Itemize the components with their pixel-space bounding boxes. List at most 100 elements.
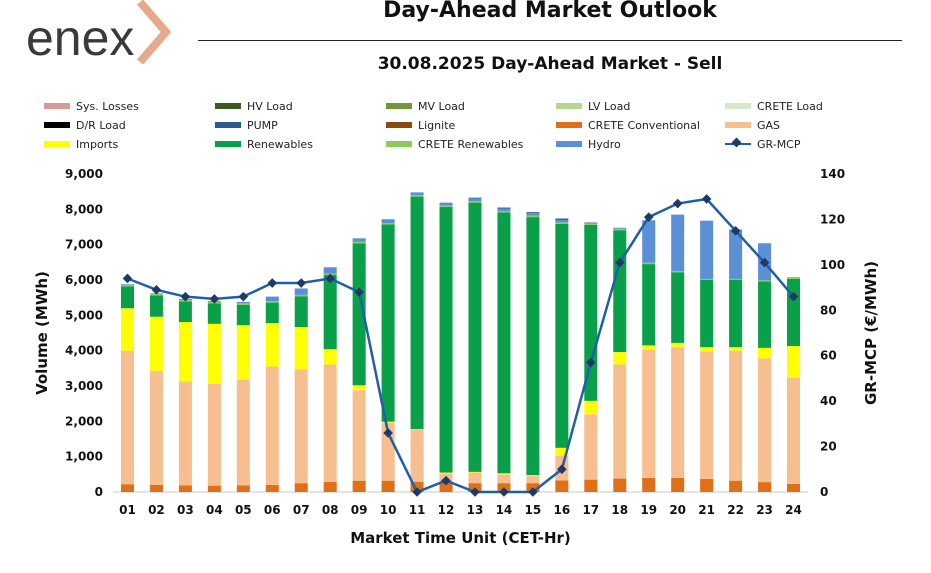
bar-crete-renewables-07	[294, 294, 308, 297]
bar-imports-13	[468, 471, 482, 473]
bar-hydro-12	[439, 202, 453, 206]
bar-gas-15	[526, 476, 540, 484]
x-tick-label: 17	[582, 503, 599, 517]
legend-item-renewables: Renewables	[215, 136, 313, 152]
bar-renewables-10	[381, 224, 395, 422]
legend-label: Hydro	[588, 137, 621, 151]
y-tick-label: 6,000	[65, 273, 103, 287]
legend-swatch	[725, 103, 751, 109]
bar-crete-renewables-12	[439, 205, 453, 207]
bar-hydro-07	[294, 288, 308, 295]
x-tick-label: 23	[756, 503, 773, 517]
gr-mcp-marker-02	[151, 285, 162, 295]
legend-swatch	[44, 122, 70, 128]
x-tick-label: 12	[438, 503, 455, 517]
bar-hydro-11	[410, 192, 424, 196]
y-tick-label: 1,000	[65, 450, 103, 464]
x-tick-label: 04	[206, 503, 223, 517]
bar-renewables-04	[207, 303, 221, 324]
bar-crete-renewables-19	[642, 262, 656, 265]
legend-item-crete-conventional: CRETE Conventional	[556, 117, 700, 133]
bar-imports-04	[207, 323, 221, 384]
bar-crete-renewables-06	[265, 301, 279, 303]
legend-item-crete-renewables: CRETE Renewables	[386, 136, 523, 152]
bar-crete-conventional-19	[642, 477, 656, 492]
gr-mcp-marker-16	[557, 464, 567, 475]
bar-crete-renewables-13	[468, 201, 482, 203]
y2-tick-label: 40	[820, 394, 837, 408]
x-tick-label: 18	[611, 503, 628, 517]
bar-gas-02	[149, 370, 163, 485]
legend-swatch	[725, 122, 751, 128]
bar-crete-conventional-16	[555, 480, 569, 492]
bar-crete-renewables-22	[729, 278, 743, 280]
bar-hydro-14	[497, 208, 511, 212]
bar-crete-renewables-15	[526, 215, 540, 218]
legend-swatch	[556, 141, 582, 147]
bar-imports-20	[671, 342, 685, 348]
bar-renewables-03	[178, 301, 192, 323]
gr-mcp-marker-03	[180, 291, 191, 302]
chart-subtitle: 30.08.2025 Day-Ahead Market - Sell	[377, 54, 723, 74]
gr-mcp-marker-05	[238, 291, 249, 302]
bar-crete-conventional-21	[700, 478, 714, 492]
legend-label: HV Load	[247, 99, 293, 113]
legend-label: D/R Load	[76, 118, 126, 132]
x-tick-label: 07	[293, 503, 310, 517]
bar-gas-08	[323, 364, 337, 482]
legend-label: GR-MCP	[757, 137, 801, 151]
bar-imports-23	[758, 347, 772, 359]
x-tick-label: 02	[148, 503, 165, 517]
bar-imports-21	[700, 347, 714, 352]
bar-imports-06	[265, 323, 279, 367]
y2-tick-label: 120	[820, 212, 845, 226]
bar-crete-renewables-09	[352, 241, 366, 244]
bar-gas-11	[410, 429, 424, 482]
y2-tick-label: 140	[820, 167, 845, 181]
chart-legend: Sys. Losses HV Load MV Load LV Load CRETE Lo…	[44, 98, 924, 158]
bar-renewables-23	[758, 281, 772, 348]
gr-mcp-marker-04	[209, 294, 220, 304]
bar-crete-conventional-20	[671, 477, 685, 492]
bar-renewables-06	[265, 302, 279, 324]
bar-gas-13	[468, 472, 482, 484]
legend-item-imports: Imports	[44, 136, 118, 152]
bar-gas-23	[758, 358, 772, 483]
legend-item-pump: PUMP	[215, 117, 278, 133]
legend-item-gr-mcp: GR-MCP	[725, 136, 801, 152]
bar-crete-conventional-07	[294, 483, 308, 492]
y-axis-label: Volume (MWh)	[33, 271, 51, 395]
bar-renewables-13	[468, 202, 482, 472]
chart: 0 1,000 2,000 3,000 4,000 5,000 6,000 7,000 8,00…	[33, 167, 880, 547]
y-tick-label: 8,000	[65, 202, 103, 216]
gr-mcp-marker-11	[412, 487, 422, 497]
gr-mcp-marker-14	[499, 487, 509, 497]
legend-item-mv-load: MV Load	[386, 98, 465, 114]
legend-label: CRETE Load	[757, 99, 823, 113]
bar-renewables-15	[526, 217, 540, 476]
bar-crete-renewables-17	[584, 223, 598, 225]
gr-mcp-line	[127, 197, 795, 494]
legend-label: Lignite	[418, 118, 456, 132]
x-tick-label: 19	[640, 503, 657, 517]
legend-label: Renewables	[247, 137, 313, 151]
bar-pump-14	[497, 207, 511, 209]
bar-imports-10	[381, 421, 395, 423]
bar-renewables-09	[352, 243, 366, 386]
x-tick-label: 06	[264, 503, 281, 517]
legend-label: GAS	[757, 118, 781, 132]
bar-renewables-17	[584, 224, 598, 401]
bar-imports-24	[787, 346, 801, 378]
bar-crete-conventional-24	[787, 483, 801, 492]
bar-imports-03	[178, 322, 192, 382]
legend-item-gas: GAS	[725, 117, 780, 133]
y-tick-label: 9,000	[65, 167, 103, 181]
bar-crete-renewables-16	[555, 222, 569, 224]
legend-label: MV Load	[418, 99, 465, 113]
title-divider	[198, 40, 902, 41]
bar-imports-15	[526, 475, 540, 477]
bar-crete-renewables-14	[497, 211, 511, 213]
gr-mcp-marker-13	[470, 487, 480, 497]
gr-mcp-marker-21	[701, 194, 712, 204]
x-tick-label: 11	[409, 503, 426, 517]
